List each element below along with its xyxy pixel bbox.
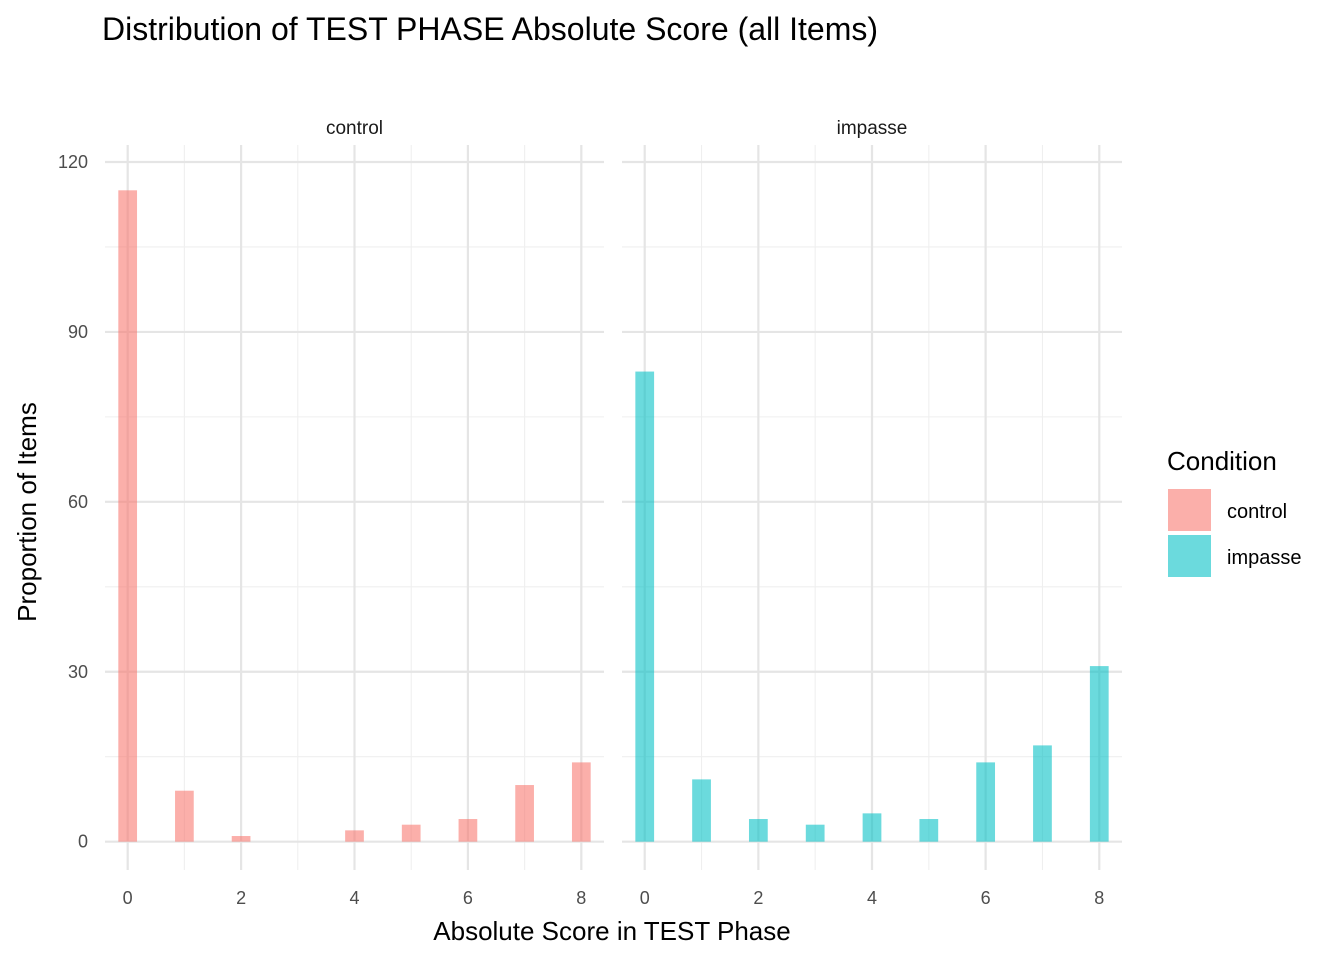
- bar-impasse-5: [919, 819, 939, 842]
- x-tick-label: 6: [981, 888, 991, 908]
- y-tick-label: 30: [68, 662, 88, 682]
- facet-strip-label: impasse: [837, 118, 908, 139]
- x-tick-label: 8: [576, 888, 586, 908]
- bar-control-6: [458, 819, 478, 842]
- bar-impasse-8: [1089, 666, 1109, 842]
- x-tick-label: 0: [640, 888, 650, 908]
- bar-impasse-1: [692, 779, 711, 842]
- x-tick-label: 4: [349, 888, 359, 908]
- bar-impasse-0: [635, 371, 655, 842]
- legend-label-impasse: impasse: [1227, 547, 1301, 569]
- bar-control-1: [175, 790, 194, 842]
- facet-panel-impasse: 0 2 4 6 8 impasse: [622, 118, 1122, 908]
- chart-title: Distribution of TEST PHASE Absolute Scor…: [102, 11, 878, 47]
- bar-control-4: [345, 830, 364, 842]
- y-tick-label: 60: [68, 492, 88, 512]
- y-tick-label: 0: [78, 832, 88, 852]
- legend-title: Condition: [1167, 446, 1277, 476]
- bar-impasse-6: [976, 762, 996, 842]
- y-axis: 0 30 60 90 120: [58, 152, 88, 852]
- x-tick-label: 2: [753, 888, 763, 908]
- facet-panel-control: 0 2 4 6 8 control: [105, 118, 604, 908]
- bar-control-5: [401, 824, 421, 842]
- x-tick-label: 8: [1094, 888, 1104, 908]
- legend-swatch-control: [1168, 489, 1211, 531]
- x-tick-label: 2: [236, 888, 246, 908]
- facet-panels: 0 2 4 6 8 control 0 2 4 6 8 impasse: [105, 118, 1122, 908]
- y-axis-title: Proportion of Items: [12, 402, 42, 622]
- x-tick-label: 0: [123, 888, 133, 908]
- bar-impasse-3: [805, 824, 825, 842]
- bar-impasse-4: [862, 813, 882, 842]
- x-tick-label: 6: [463, 888, 473, 908]
- bar-control-7: [515, 785, 534, 842]
- legend: Condition control impasse: [1167, 446, 1301, 577]
- y-tick-label: 90: [68, 322, 88, 342]
- x-axis-title: Absolute Score in TEST Phase: [433, 916, 790, 946]
- x-tick-label: 4: [867, 888, 877, 908]
- bar-control-0: [118, 190, 138, 842]
- bar-impasse-7: [1033, 745, 1052, 842]
- bar-impasse-2: [748, 819, 768, 842]
- facet-strip-label: control: [326, 118, 383, 139]
- legend-label-control: control: [1227, 501, 1287, 523]
- bar-control-8: [571, 762, 591, 842]
- y-tick-label: 120: [58, 152, 88, 172]
- legend-swatch-impasse: [1168, 535, 1211, 577]
- bar-control-2: [231, 836, 251, 842]
